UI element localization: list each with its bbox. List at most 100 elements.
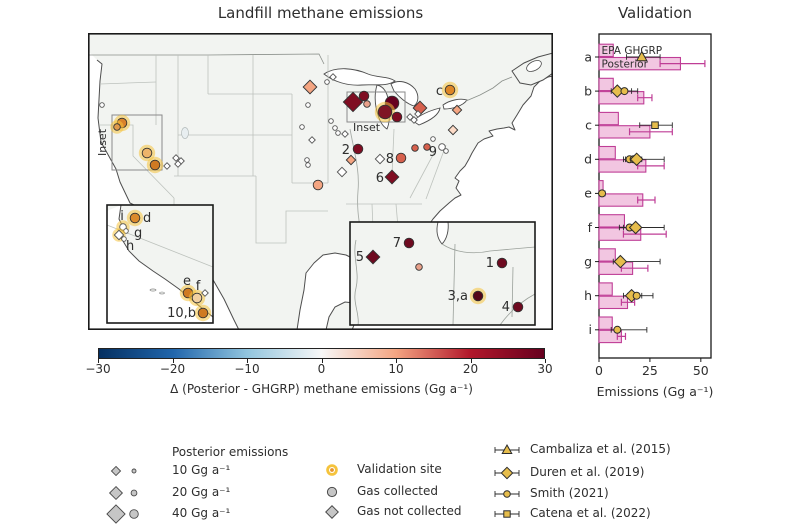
- circle-site-marker: [299, 124, 305, 130]
- y-tick-label: a: [584, 49, 592, 64]
- colorbar-tick: [98, 359, 99, 363]
- ghgrp-bar: [598, 316, 613, 330]
- ghgrp-bar: [598, 248, 616, 262]
- circle-site-marker: [430, 136, 436, 142]
- circle-site-marker: [113, 123, 121, 131]
- circle-site-marker: [121, 236, 127, 242]
- colorbar-tick: [247, 359, 248, 363]
- y-tick-label: h: [584, 288, 592, 303]
- posterior-error-bar: [628, 128, 673, 136]
- diamond-site-marker: [174, 160, 182, 168]
- diamond-marker-icon: [325, 504, 339, 519]
- diamond-site-marker: [336, 166, 348, 178]
- legend-size-label: 10 Gg a⁻¹: [172, 463, 231, 477]
- circle-site-marker: [358, 90, 370, 102]
- validation-core: [330, 468, 334, 472]
- inset-mw-boundary-line: [511, 266, 514, 318]
- study-triangle-icon: [501, 443, 513, 454]
- gulf-st-lawrence: [526, 60, 542, 72]
- size-circle-icon: [130, 489, 138, 497]
- diamond-site-marker: [451, 104, 463, 116]
- circle-site-marker: [472, 290, 484, 302]
- size-diamond-icon: [108, 485, 124, 501]
- circle-site-marker: [332, 125, 338, 131]
- channel-island: [159, 291, 165, 295]
- map-canvas: Inset Inset c 2 86 9 i dgh e f10,b 7 5 1 3,a 4: [88, 33, 554, 331]
- map-title: Landfill methane emissions: [217, 4, 424, 22]
- colorbar-tick: [470, 359, 472, 363]
- posterior-error-bar: [620, 298, 636, 306]
- circle-site-marker: [305, 102, 311, 108]
- circle-site-marker: [363, 100, 371, 108]
- posterior-bar-annotation: Posterior: [602, 58, 649, 70]
- posterior-error-bar: [622, 230, 667, 238]
- channel-island: [149, 288, 157, 292]
- inset-source-label: Inset: [96, 128, 109, 156]
- legend-size-marker-icon: [108, 485, 138, 501]
- ghgrp-bar: [598, 43, 614, 58]
- legend-type-label: Gas not collected: [357, 503, 462, 518]
- study-marker-circle: [613, 325, 622, 334]
- ghgrp-bar: [598, 214, 626, 228]
- study-circle-icon: [503, 489, 511, 498]
- y-tick-label: b: [584, 83, 592, 98]
- map-point-label: 9: [429, 145, 437, 160]
- legend-type-label: Validation site: [357, 462, 442, 476]
- circle-site-marker: [403, 237, 415, 249]
- y-tick-label: d: [584, 152, 592, 167]
- diamond-site-marker: [410, 116, 418, 124]
- size-circle-icon: [131, 468, 137, 474]
- inset-source-rect: [346, 91, 406, 123]
- map-point-label: d: [143, 211, 151, 226]
- posterior-error-bar: [659, 60, 706, 68]
- study-marker-diamond: [628, 220, 643, 235]
- circle-site-marker: [328, 118, 334, 124]
- posterior-bar: [598, 193, 644, 207]
- study-marker-diamond: [629, 152, 644, 167]
- legend-size-label: 20 Gg a⁻¹: [172, 485, 231, 499]
- diamond-site-marker: [302, 79, 318, 95]
- inset-mw-boundary-line: [441, 243, 536, 254]
- colorbar-tick: [172, 359, 174, 363]
- map-point-label: f: [196, 279, 201, 294]
- x-tick-label: 50: [693, 363, 709, 378]
- diamond-site-marker: [163, 162, 171, 170]
- map-point-label: 10,b: [167, 306, 196, 321]
- legend-size-title: Posterior emissions: [172, 445, 289, 459]
- colorbar-tick: [396, 359, 397, 363]
- y-tick-label: f: [588, 220, 593, 235]
- posterior-error-bar: [637, 94, 653, 102]
- diamond-site-marker: [201, 289, 209, 297]
- state-border-line: [255, 176, 328, 244]
- x-axis-label: Emissions (Gg a⁻¹): [597, 384, 714, 399]
- colorbar-tick-label: 30: [537, 362, 553, 376]
- lake-ontario: [442, 98, 468, 110]
- colorbar-tick-label: −30: [85, 362, 111, 376]
- study-marker-circle: [598, 189, 607, 198]
- legend-study-label: Smith (2021): [530, 485, 609, 500]
- ghgrp-bar: [598, 145, 616, 160]
- legend-study-label: Cambaliza et al. (2015): [530, 442, 671, 456]
- legend-study-marker-icon: [494, 509, 520, 518]
- colorbar-tick-label: 20: [462, 362, 479, 376]
- ghgrp-bar: [598, 77, 614, 92]
- colorbar-label: Δ (Posterior - GHGRP) methane emissions …: [170, 382, 473, 396]
- map-point-label: e: [183, 274, 191, 289]
- circle-site-marker: [395, 152, 407, 164]
- gas-collected-icon: [326, 486, 338, 497]
- legend-size-label: 40 Gg a⁻¹: [172, 506, 231, 520]
- diamond-site-marker: [329, 73, 337, 81]
- legend-study-label: Duren et al. (2019): [530, 465, 645, 479]
- x-tick-label: 0: [595, 363, 603, 378]
- canada-border-east: [465, 76, 513, 102]
- inset-ca-frame: [106, 204, 214, 324]
- map-point-label: g: [134, 226, 142, 241]
- size-diamond-icon: [106, 504, 126, 524]
- colorbar: [98, 348, 545, 359]
- map-point-label: i: [120, 209, 124, 224]
- diamond-site-marker: [384, 169, 400, 185]
- map-frame: [88, 33, 553, 330]
- circle-site-marker: [304, 157, 310, 163]
- circle-site-marker: [191, 292, 203, 304]
